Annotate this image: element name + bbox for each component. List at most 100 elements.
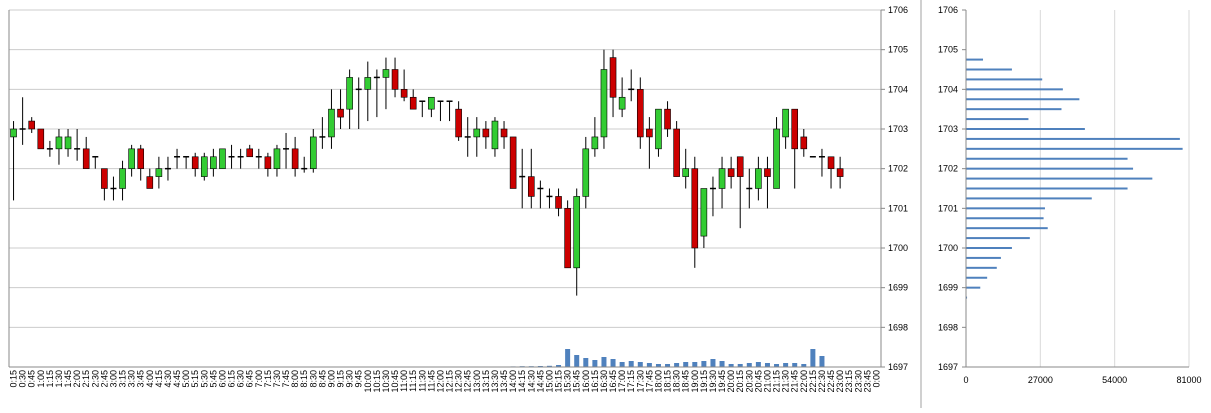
- price-tick-label: 1698: [888, 322, 908, 332]
- time-tick-label: 0:30: [18, 370, 28, 388]
- volume-bar: [710, 359, 716, 367]
- candle-body: [101, 168, 108, 189]
- time-tick-label: 3:45: [136, 370, 146, 388]
- volume-tick-label: 27000: [1028, 375, 1053, 385]
- candle-body: [591, 136, 599, 150]
- price-axis-labels: 1697 1698 1699 1700 1701 1702 1703 1704 1705 1706: [888, 5, 908, 372]
- time-tick-label: 8:00: [290, 370, 300, 388]
- time-tick-label: 4:30: [163, 370, 173, 388]
- time-tick-label: 10:45: [390, 370, 400, 393]
- candle-body: [700, 188, 708, 237]
- profile-price-label: 1699: [938, 283, 958, 293]
- candle-body: [600, 69, 608, 138]
- time-tick-label: 17:15: [626, 370, 636, 393]
- candle-body: [146, 176, 154, 189]
- time-tick-label: 19:30: [708, 370, 718, 393]
- time-tick-label: 11:00: [399, 370, 409, 392]
- time-tick-label: 23:15: [844, 370, 854, 393]
- candle-body: [664, 108, 671, 130]
- time-tick-label: 14:30: [526, 370, 536, 393]
- time-tick-label: 10:15: [372, 370, 382, 393]
- volume-bar: [819, 356, 825, 367]
- time-tick-label: 6:45: [245, 370, 255, 388]
- candle-body: [337, 108, 344, 118]
- candle-body: [128, 148, 135, 169]
- profile-price-label: 1697: [938, 362, 958, 372]
- candle-body: [391, 69, 399, 90]
- volume-bar: [810, 349, 816, 367]
- time-tick-label: 16:30: [599, 370, 609, 393]
- profile-price-label: 1704: [938, 84, 958, 94]
- volume-bar: [783, 363, 789, 367]
- time-tick-label: 22:45: [826, 370, 836, 393]
- candle-body: [428, 96, 435, 110]
- candle-body: [491, 120, 499, 150]
- time-tick-label: 0:00: [871, 370, 881, 388]
- candle-body: [827, 156, 835, 169]
- volume-bar: [592, 360, 598, 367]
- time-tick-label: 21:00: [762, 370, 772, 393]
- time-tick-label: 5:15: [190, 370, 200, 388]
- time-tick-label: 21:45: [790, 370, 800, 393]
- volume-profile-bar: [966, 177, 1153, 180]
- candle-body: [473, 128, 481, 138]
- candle-body: [364, 77, 372, 90]
- time-tick-label: 7:45: [281, 370, 291, 388]
- volume-profile-bar: [966, 157, 1128, 160]
- candle-body: [246, 148, 254, 158]
- time-tick-label: 15:15: [554, 370, 564, 393]
- volume-bar: [610, 359, 616, 367]
- volume-bar: [792, 363, 798, 367]
- time-tick-label: 3:30: [127, 370, 137, 388]
- time-tick-label: 11:30: [417, 370, 427, 392]
- volume-profile-bar: [966, 286, 981, 289]
- candle-body: [55, 136, 63, 150]
- candle-body: [655, 108, 662, 150]
- volume-profile-bar: [966, 78, 1043, 81]
- candle-body: [64, 136, 72, 150]
- volume-bar: [674, 363, 680, 367]
- volume-bar: [774, 364, 780, 367]
- candle-body: [409, 96, 417, 110]
- profile-price-label: 1706: [938, 5, 958, 15]
- volume-bar: [574, 355, 580, 367]
- time-tick-label: 8:30: [308, 370, 318, 388]
- volume-profile-bar: [966, 207, 1045, 210]
- time-tick-label: 7:15: [263, 370, 273, 388]
- time-tick-label: 2:45: [99, 370, 109, 388]
- candle-body: [609, 57, 617, 98]
- candle-body: [500, 128, 508, 138]
- candle-body: [155, 168, 163, 177]
- volume-profile-bar: [966, 98, 1080, 101]
- time-tick-label: 16:15: [590, 370, 600, 393]
- time-tick-label: 18:30: [672, 370, 682, 393]
- volume-bar: [556, 365, 562, 367]
- candle-body: [137, 148, 145, 169]
- candle-body: [400, 89, 408, 98]
- volume-bar: [737, 364, 743, 367]
- candle-body: [764, 168, 771, 177]
- candle-body: [718, 168, 726, 189]
- time-tick-label: 12:15: [445, 370, 455, 393]
- profile-price-label: 1700: [938, 243, 958, 253]
- time-tick-label: 2:00: [72, 370, 82, 388]
- time-tick-label: 7:30: [272, 370, 282, 388]
- volume-bar: [746, 363, 752, 367]
- candle-body: [200, 156, 208, 177]
- candle-body: [10, 128, 17, 138]
- price-tick-label: 1705: [888, 45, 908, 55]
- time-tick-label: 13:15: [481, 370, 491, 393]
- volume-profile-bar: [966, 68, 1012, 71]
- profile-axes: [920, 0, 1189, 408]
- time-tick-label: 3:00: [108, 370, 118, 388]
- volume-profile-bar: [966, 137, 1180, 140]
- time-tick-label: 14:00: [508, 370, 518, 393]
- time-tick-label: 18:00: [653, 370, 663, 393]
- time-tick-label: 20:00: [726, 370, 736, 393]
- candle-body: [836, 168, 844, 177]
- time-tick-label: 12:00: [435, 370, 445, 393]
- volume-bar: [637, 362, 643, 367]
- candle-body: [755, 168, 762, 189]
- time-tick-label: 14:45: [535, 370, 545, 393]
